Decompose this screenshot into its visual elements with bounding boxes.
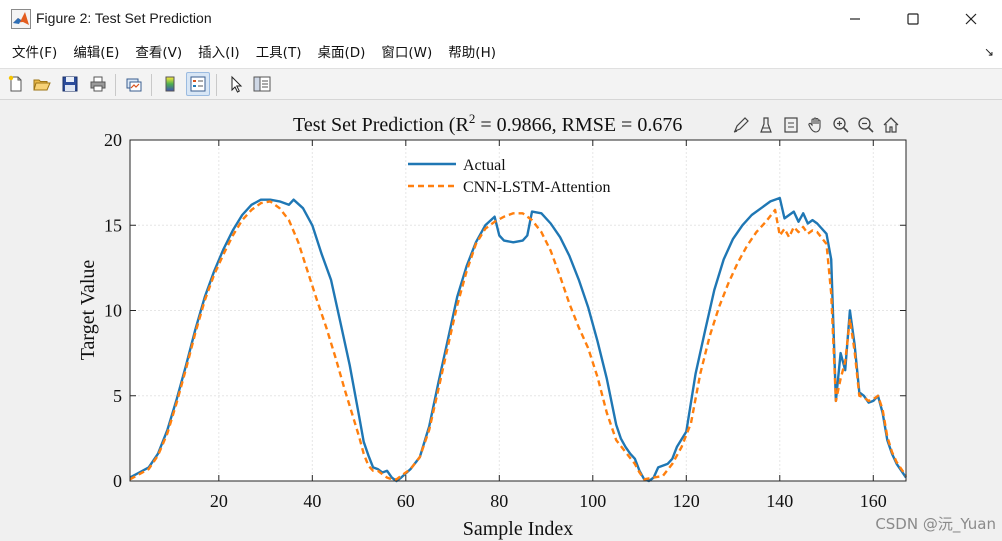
menu-tools[interactable]: 工具(T) [255,45,302,61]
home-icon [883,117,899,133]
menu-help[interactable]: 帮助(H) [448,45,496,61]
legend[interactable]: Actual CNN-LSTM-Attention [408,157,611,196]
select-arrow-icon [231,75,243,93]
open-file-icon [33,79,51,91]
legend-label-predicted: CNN-LSTM-Attention [463,179,611,196]
close-icon [965,13,977,25]
data-brush-button[interactable] [755,114,777,136]
watermark: CSDN @沅_Yuan [875,515,996,533]
maximize-button[interactable] [884,0,942,38]
brush-edit-icon [733,117,749,133]
x-tick-label: 60 [397,491,415,511]
menu-edit[interactable]: 编辑(E) [73,45,120,61]
link-plot-icon [126,78,142,92]
toolbar-separator [151,74,152,96]
series-line-predicted [129,200,907,481]
menu-window[interactable]: 窗口(W) [381,45,433,61]
close-button[interactable] [942,0,1000,38]
title-superscript: 2 [469,111,476,126]
print-icon [90,76,106,92]
x-axis-label: Sample Index [463,518,574,540]
y-tick-label: 15 [104,215,122,235]
menu-view[interactable]: 查看(V) [135,45,183,61]
zoom-out-icon [858,117,874,133]
save-button[interactable] [58,72,82,96]
series-layer [129,196,907,483]
menu-bar: 文件(F) 编辑(E) 查看(V) 插入(I) 工具(T) 桌面(D) 窗口(W… [0,38,1002,68]
menu-desktop[interactable]: 桌面(D) [317,45,366,61]
window-title: Figure 2: Test Set Prediction [36,10,212,26]
maximize-icon [907,13,919,25]
property-inspector-button[interactable] [250,72,274,96]
title-prefix: Test Set Prediction (R [293,114,469,136]
x-tick-label: 120 [673,491,700,511]
figure-toolbar [0,68,1002,100]
chart-title: Test Set Prediction (R2 = 0.9866, RMSE =… [293,111,682,136]
new-figure-icon [8,75,22,92]
colorbar-button[interactable] [158,72,182,96]
pan-button[interactable] [805,114,827,136]
zoom-out-button[interactable] [855,114,877,136]
y-tick-label: 5 [113,386,122,406]
y-tick-label: 10 [104,301,122,321]
series-line-actual [129,196,907,483]
datatip-icon [784,117,798,133]
x-tick-label: 80 [490,491,508,511]
menu-insert[interactable]: 插入(I) [198,45,240,61]
x-tick-label: 40 [303,491,321,511]
open-file-button[interactable] [30,72,54,96]
y-tick-label: 20 [104,130,122,150]
datatip-button[interactable] [780,114,802,136]
colorbar-icon [165,76,175,92]
x-tick-label: 20 [210,491,228,511]
property-inspector-icon [253,76,271,92]
legend-icon [190,76,206,92]
x-tick-label: 160 [860,491,887,511]
x-tick-label: 100 [579,491,606,511]
legend-button[interactable] [186,72,210,96]
menu-overflow-icon[interactable]: ↘ [983,45,994,59]
y-axis-label: Target Value [77,260,99,361]
y-tick-label: 0 [113,471,122,491]
pan-hand-icon [808,117,821,133]
new-figure-button[interactable] [4,72,28,96]
tick-layer: 20 40 60 80 100 120 140 160 0 5 10 15 20 [104,130,906,511]
select-arrow-button[interactable] [224,72,248,96]
matlab-logo-icon [11,9,31,29]
toolbar-separator [115,74,116,96]
home-button[interactable] [880,114,902,136]
minimize-icon [850,18,860,20]
title-suffix: = 0.9866, RMSE = 0.676 [475,114,682,136]
zoom-in-icon [833,117,849,133]
link-plot-button[interactable] [122,72,146,96]
brush-edit-button[interactable] [730,114,752,136]
toolbar-separator [216,74,217,96]
x-tick-label: 140 [766,491,793,511]
axes-toolbar [730,114,902,138]
data-brush-icon [760,117,772,133]
zoom-in-button[interactable] [830,114,852,136]
minimize-button[interactable] [826,0,884,38]
title-bar: Figure 2: Test Set Prediction [0,0,1002,38]
save-icon [62,76,78,92]
legend-label-actual: Actual [463,157,506,174]
menu-file[interactable]: 文件(F) [12,45,58,61]
print-button[interactable] [86,72,110,96]
